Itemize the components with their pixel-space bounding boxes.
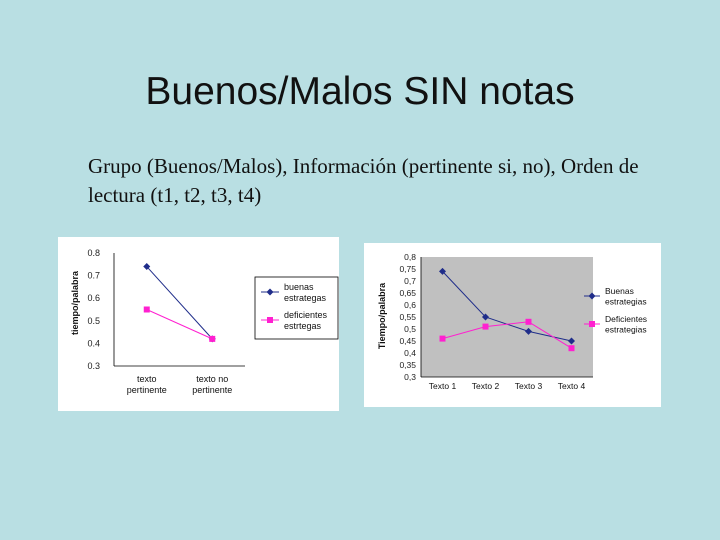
chart-buenos-malos-pertinencia: 0.3 0.4 0.5 0.6 0.7 0.8 tiempo/palabra texto per… — [58, 237, 339, 411]
series-line-2 — [146, 309, 213, 340]
legend-label-2: Deficientes estrategias — [605, 314, 647, 335]
y-axis-label: tiempo/palabra — [70, 270, 80, 335]
x-tick-label-line: Texto 2 — [472, 381, 500, 391]
series-line-2 — [442, 321, 572, 349]
series-line-1 — [146, 266, 213, 340]
legend-label-line: deficientes — [284, 310, 328, 320]
data-point-series-2 — [482, 323, 489, 330]
x-tick-label: Texto 3 — [515, 381, 543, 391]
legend-box — [254, 276, 339, 340]
x-tick-label-line: Texto 4 — [558, 381, 586, 391]
legend-label-1: Buenas estrategias — [605, 286, 647, 307]
y-tick-label: 0.6 — [87, 293, 100, 303]
data-point-series-1 — [482, 313, 489, 321]
y-tick-label: 0.5 — [87, 316, 100, 326]
x-tick-label-line: pertinente — [127, 385, 167, 395]
slide-title: Buenos/Malos SIN notas — [145, 70, 575, 113]
y-tick-label: 0,8 — [404, 252, 416, 262]
y-tick-label: 0,45 — [399, 336, 416, 346]
y-axis-label: Tiempo/palabra — [377, 282, 387, 349]
legend-label-1: buenas estrategas — [284, 282, 327, 303]
y-tick-label: 0,55 — [399, 312, 416, 322]
x-tick-label: Texto 1 — [429, 381, 457, 391]
data-point-series-2 — [143, 306, 150, 313]
x-tick-label-line: texto — [137, 374, 157, 384]
y-tick-label: 0,6 — [404, 300, 416, 310]
data-point-series-1 — [143, 263, 151, 271]
data-point-series-1 — [568, 337, 575, 345]
y-tick-label: 0,3 — [404, 372, 416, 382]
x-tick-label: Texto 2 — [472, 381, 500, 391]
legend-marker-1 — [588, 292, 596, 300]
y-tick-label: 0,75 — [399, 264, 416, 274]
legend-label-line: estrtegas — [284, 321, 322, 331]
x-tick-label-line: Texto 3 — [515, 381, 543, 391]
legend-marker-2 — [589, 321, 595, 327]
x-tick-label-line: pertinente — [192, 385, 232, 395]
y-tick-label: 0.4 — [87, 338, 100, 348]
chart-buenos-malos-orden: 0,3 0,35 0,4 0,45 0,5 0,55 0,6 0,65 0,7 0,75 0,8 Ti… — [364, 243, 661, 407]
legend-label-line: Buenas — [605, 286, 634, 296]
legend-marker-1 — [266, 288, 274, 296]
data-point-series-2 — [439, 335, 446, 342]
data-point-series-2 — [209, 335, 216, 342]
x-tick-label: texto pertinente — [127, 374, 167, 395]
data-point-series-2 — [525, 318, 532, 325]
y-tick-label: 0.8 — [87, 248, 100, 258]
legend-label-line: estrategias — [605, 325, 647, 335]
x-tick-label: Texto 4 — [558, 381, 586, 391]
x-tick-label: texto no pertinente — [192, 374, 232, 395]
legend-marker-2 — [267, 317, 273, 323]
legend-label-line: estrategas — [284, 293, 327, 303]
y-tick-label: 0,4 — [404, 348, 416, 358]
y-tick-label: 0,35 — [399, 360, 416, 370]
x-tick-label-line: Texto 1 — [429, 381, 457, 391]
legend-label-line: estrategias — [605, 297, 647, 307]
y-tick-label: 0,7 — [404, 276, 416, 286]
y-tick-label: 0,5 — [404, 324, 416, 334]
chart-svg-orden: 0,3 0,35 0,4 0,45 0,5 0,55 0,6 0,65 0,7 0,75 0,8 Ti… — [377, 252, 647, 391]
legend-label-line: Deficientes — [605, 314, 647, 324]
y-tick-label: 0.3 — [87, 361, 100, 371]
legend-label-line: buenas — [284, 282, 314, 292]
y-tick-label: 0.7 — [87, 271, 100, 281]
slide-subtitle: Grupo (Buenos/Malos), Información (perti… — [88, 154, 639, 207]
data-point-series-1 — [525, 327, 532, 335]
data-point-series-2 — [568, 345, 575, 352]
legend-label-2: deficientes estrtegas — [284, 310, 328, 331]
plot-area — [421, 257, 593, 377]
data-point-series-1 — [439, 267, 446, 275]
x-tick-label-line: texto no — [196, 374, 228, 384]
y-tick-label: 0,65 — [399, 288, 416, 298]
